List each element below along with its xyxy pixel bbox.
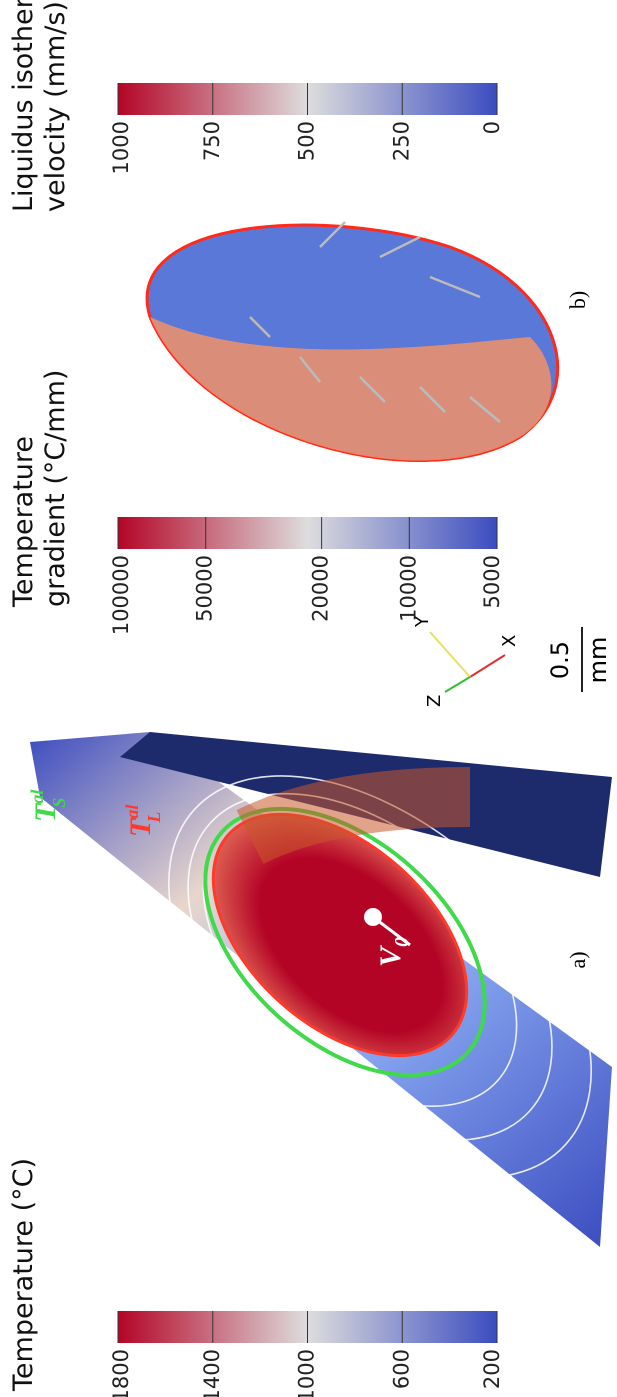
colorbar-title: velocity (mm/s) [40, 1, 71, 212]
solidus-sub: S [49, 798, 69, 808]
liquidus-sub: L [144, 812, 164, 824]
tick-label: 20000 [309, 555, 333, 622]
tick-label: 100000 [109, 555, 133, 635]
tick-label: 50000 [193, 555, 217, 622]
tick-label: 10000 [396, 555, 420, 622]
scale-unit: mm [584, 637, 612, 684]
scale-bar: 0.5 mm [546, 627, 612, 692]
tick-label: 600 [389, 1349, 413, 1389]
tick-label: 200 [480, 1349, 504, 1389]
axis-z-label: Z [424, 695, 445, 707]
tick-label: 1000 [295, 1349, 319, 1397]
colorbar [118, 517, 497, 549]
velocity-render [147, 222, 558, 461]
velocity-sub: 0 [391, 937, 413, 947]
axes-triad: X Y Z [412, 615, 520, 707]
colorbar-title: Liquidus isotherm [8, 0, 39, 212]
tick-label: 5000 [480, 555, 504, 608]
tick-label: 250 [389, 121, 413, 161]
tick-label: 0 [480, 121, 504, 134]
solidus-sup: al [27, 790, 47, 804]
colorbar-title: Temperature (°C) [8, 1158, 39, 1392]
scale-value: 0.5 [546, 641, 574, 679]
tick-label: 500 [295, 121, 319, 161]
panel-label: b) [565, 291, 590, 309]
figure: V0 TalS TalL a) X Y Z 0.5 mm [0, 0, 617, 1397]
colorbar-title: gradient (°C/mm) [40, 370, 71, 607]
page: V0 TalS TalL a) X Y Z 0.5 mm [0, 0, 617, 1397]
colorbar-title: Temperature [8, 436, 39, 608]
panel-label: a) [565, 951, 590, 968]
tick-label: 750 [200, 121, 224, 161]
tick-label: 1000 [109, 121, 133, 174]
axis-x-label: X [499, 635, 520, 647]
tick-label: 1800 [109, 1349, 133, 1397]
liquidus-sup: al [122, 805, 142, 819]
tick-label: 1400 [200, 1349, 224, 1397]
